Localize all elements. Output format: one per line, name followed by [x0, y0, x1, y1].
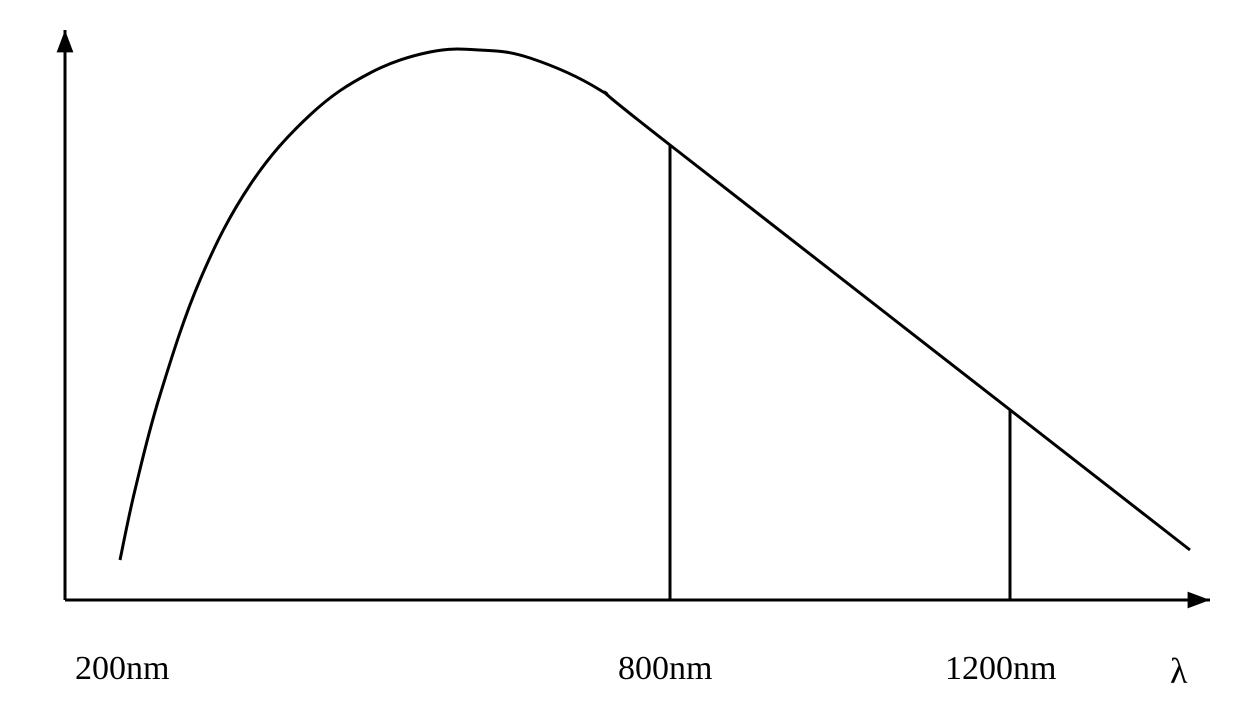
x-tick-label: 200nm — [75, 650, 169, 688]
x-tick-label: 800nm — [618, 650, 712, 688]
chart-svg — [0, 0, 1234, 706]
x-tick-label: 1200nm — [945, 650, 1056, 688]
spectral-chart: 200nm 800nm 1200nm λ — [0, 0, 1234, 706]
x-axis-label: λ — [1170, 650, 1187, 692]
